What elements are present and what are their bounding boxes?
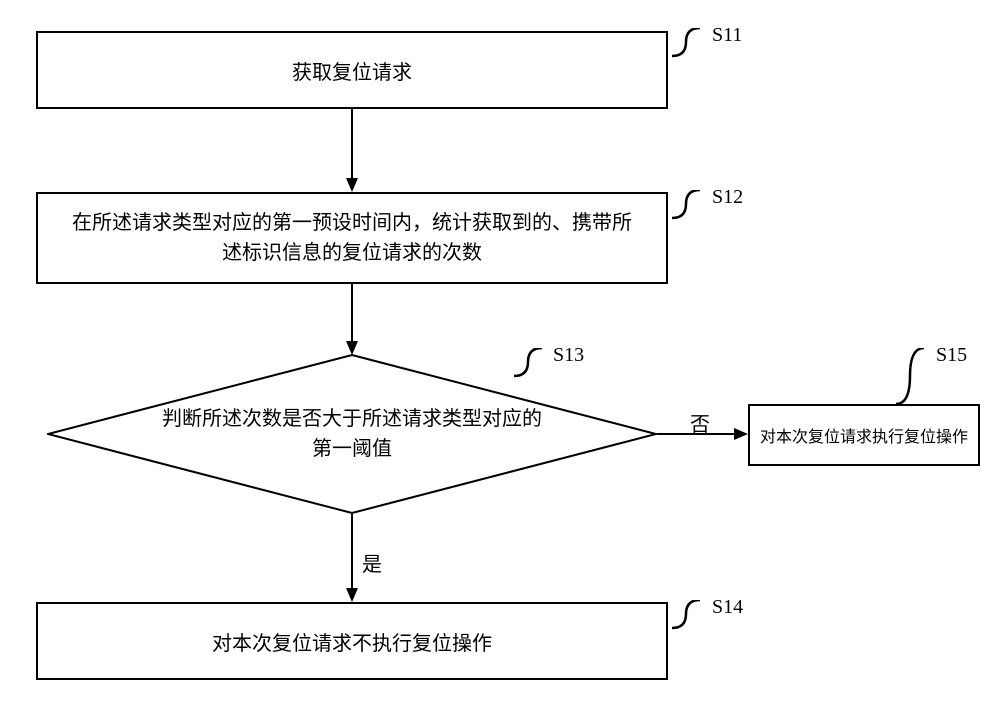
step-s12-bracket	[672, 190, 708, 239]
step-s13-diamond: 判断所述次数是否大于所述请求类型对应的 第一阈值	[47, 354, 657, 514]
step-s13-bracket	[514, 348, 550, 397]
step-s12-text: 在所述请求类型对应的第一预设时间内，统计获取到的、携带所 述标识信息的复位请求的…	[72, 208, 632, 268]
step-s13-label: S13	[553, 344, 584, 367]
step-s12-label: S12	[712, 186, 743, 209]
edge-s13-s15-label: 否	[690, 408, 710, 437]
step-s12-box: 在所述请求类型对应的第一预设时间内，统计获取到的、携带所 述标识信息的复位请求的…	[36, 192, 668, 284]
step-s14-bracket	[672, 600, 708, 649]
edge-s13-s14-label: 是	[362, 548, 382, 577]
edge-s11-s12	[344, 109, 360, 198]
step-s15-bracket	[896, 348, 932, 425]
step-s14-label: S14	[712, 596, 743, 619]
edge-s12-s13	[344, 284, 360, 361]
step-s11-text: 获取复位请求	[292, 56, 412, 85]
step-s14-box: 对本次复位请求不执行复位操作	[36, 602, 668, 680]
step-s14-text: 对本次复位请求不执行复位操作	[212, 627, 492, 656]
step-s11-bracket	[672, 28, 708, 77]
edge-s13-s14	[344, 514, 360, 608]
step-s11-label: S11	[712, 24, 742, 47]
step-s15-box: 对本次复位请求执行复位操作	[748, 404, 980, 466]
step-s15-label: S15	[936, 344, 967, 367]
step-s11-box: 获取复位请求	[36, 31, 668, 109]
step-s15-text: 对本次复位请求执行复位操作	[760, 423, 968, 447]
